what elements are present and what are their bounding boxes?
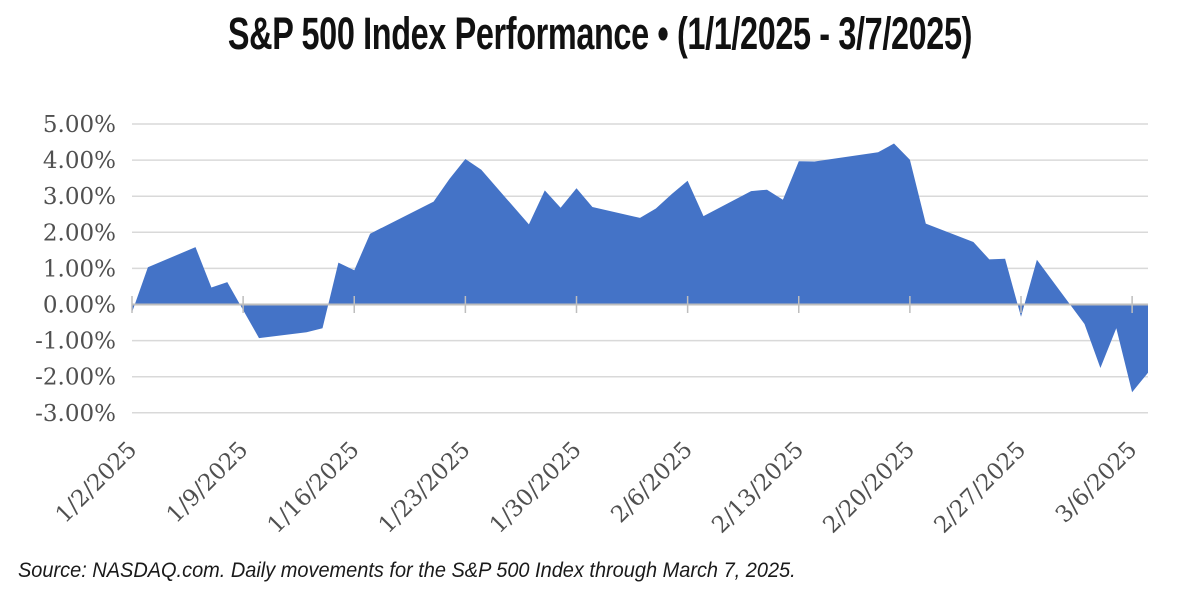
x-axis-tick-label: 1/16/2025 [263, 437, 365, 539]
x-axis-tick-label: 1/23/2025 [374, 437, 476, 539]
y-axis-tick-label: 1.00% [43, 256, 116, 282]
x-axis-tick-label: 2/6/2025 [606, 437, 697, 528]
x-axis-tick-label: 1/30/2025 [485, 437, 587, 539]
x-axis-tick-label: 2/13/2025 [707, 437, 809, 539]
y-axis-tick-label: 5.00% [43, 112, 116, 138]
x-axis-tick-label: 1/9/2025 [162, 437, 253, 528]
y-axis-tick-label: -1.00% [35, 329, 116, 355]
y-axis-tick-label: -2.00% [35, 365, 116, 391]
y-axis-tick-label: 2.00% [43, 220, 116, 246]
x-axis-tick-label: 2/27/2025 [929, 437, 1031, 539]
x-axis-tick-label: 2/20/2025 [818, 437, 920, 539]
chart-title: S&P 500 Index Performance • (1/1/2025 - … [227, 8, 973, 59]
y-axis-tick-label: 4.00% [43, 148, 116, 174]
y-axis-tick-label: -3.00% [35, 401, 116, 427]
x-axis-tick-label: 1/2/2025 [51, 437, 142, 528]
sp500-area-series [132, 143, 1148, 393]
source-note: Source: NASDAQ.com. Daily movements for … [18, 559, 796, 582]
y-axis-tick-label: 3.00% [43, 184, 116, 210]
x-axis-tick-label: 3/6/2025 [1051, 437, 1142, 528]
y-axis-tick-label: 0.00% [43, 293, 116, 319]
